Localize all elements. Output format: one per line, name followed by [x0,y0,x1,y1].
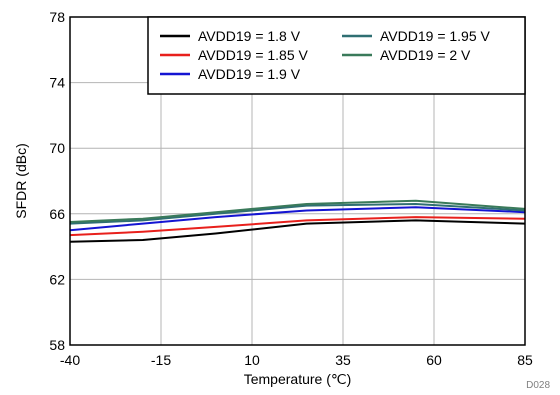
tick-labels: -40 -15 10 35 60 85 58 62 66 70 74 78 [49,9,533,368]
legend-entry: AVDD19 = 1.8 V [198,28,301,44]
legend-entry: AVDD19 = 1.85 V [198,47,309,63]
series-line [69,216,526,237]
legend-box [147,16,526,95]
series-line [69,199,526,223]
series-line [69,206,526,232]
x-tick-label: -40 [60,352,80,368]
y-tick-label: 74 [49,75,65,91]
legend-entry: AVDD19 = 2 V [380,47,471,63]
y-tick-label: 70 [49,140,65,156]
series-lines [69,199,526,243]
figure-id: D028 [526,380,550,391]
y-axis-label: SFDR (dBc) [13,143,29,218]
legend-entry: AVDD19 = 1.9 V [198,66,301,82]
y-tick-label: 62 [49,271,65,287]
x-axis-label: Temperature (℃) [244,371,352,387]
series-line [69,219,526,243]
y-tick-label: 66 [49,206,65,222]
series-line [69,203,526,225]
x-tick-label: 60 [426,352,442,368]
x-tick-label: 85 [517,352,533,368]
y-tick-label: 58 [49,337,65,353]
x-tick-label: 10 [244,352,260,368]
x-tick-label: -15 [151,352,171,368]
y-tick-label: 78 [49,9,65,25]
x-tick-label: 35 [335,352,351,368]
legend-entry: AVDD19 = 1.95 V [380,28,491,44]
legend: AVDD19 = 1.8 V AVDD19 = 1.85 V AVDD19 = 1.… [147,16,526,95]
